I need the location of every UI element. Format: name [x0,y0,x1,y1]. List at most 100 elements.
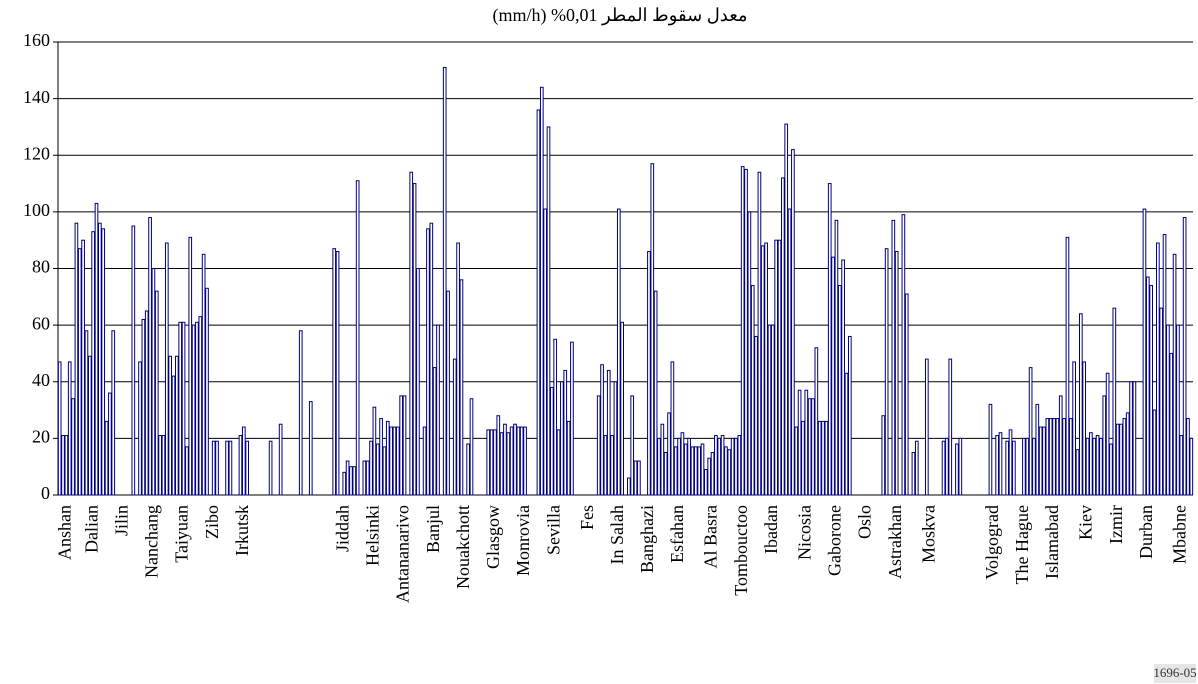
bar [613,381,618,496]
bar [1182,217,1187,496]
bar [670,361,675,496]
bar [1042,426,1046,496]
bar [429,222,434,496]
bar [690,446,695,496]
bar [740,166,745,496]
bar [1152,409,1157,496]
bar [94,202,99,496]
x-tick-label: Irkutsk [232,505,252,556]
bar [188,236,193,496]
y-tick-label: 80 [32,257,50,277]
bar [941,440,946,496]
bar [1072,361,1076,496]
bar [837,284,842,496]
bar [362,460,367,496]
bar [737,435,742,496]
bar [148,217,152,496]
bar [459,279,464,496]
bar [1005,440,1010,496]
x-tick-label: Monrovia [513,505,533,576]
bar [91,231,95,496]
bar [308,401,313,496]
bar [1179,435,1184,496]
bar [456,242,460,496]
bar [804,389,809,496]
bar [1045,418,1050,496]
bar [349,466,353,496]
bar [1142,208,1147,496]
x-tick-label: Zibo [202,505,222,539]
bar [268,440,273,496]
bar [998,432,1003,496]
bar [108,392,112,496]
bar [924,358,929,496]
bar [539,86,544,496]
bar [1055,418,1060,496]
bar [1089,432,1093,496]
x-tick-label: Nouakchott [453,505,473,589]
bar [650,163,655,496]
bar [1156,242,1160,496]
bar [744,168,748,496]
bar [1189,437,1194,496]
bar [205,287,209,496]
bar [693,446,698,496]
bar [945,437,949,496]
bar [801,420,805,496]
bar [821,420,825,496]
x-tick-label: Glasgow [483,505,503,569]
bar [958,437,963,496]
bar [1129,381,1133,496]
bar [1172,253,1177,496]
bar [774,239,779,496]
bar [335,251,340,496]
bar [627,477,631,496]
bar [141,318,146,496]
bar [225,440,229,496]
bar [416,268,420,496]
x-tick-label: Moskva [918,505,938,563]
bar [523,426,527,496]
bar [677,437,681,496]
bar [469,398,474,496]
bar [566,420,571,496]
bar [77,248,82,496]
x-tick-label: Mbabne [1169,505,1189,564]
bar [770,324,775,496]
bar [245,440,250,496]
bar [1075,449,1080,496]
bar [596,395,601,496]
bar [1095,435,1100,496]
bar [513,423,517,496]
bar [342,471,347,496]
bar [1176,324,1180,496]
x-tick-label: Nicosia [794,505,814,560]
bar [841,259,845,496]
bar [74,222,79,496]
bar [767,324,772,496]
bar [844,372,849,496]
bar [422,426,427,496]
bar [1115,423,1120,496]
bar [600,364,604,496]
bar [606,369,611,496]
bar [154,290,159,496]
bar [1132,381,1137,496]
bar [1082,361,1087,496]
x-tick-label: Gaborone [825,505,845,576]
bar [1159,307,1164,496]
bar [138,361,142,496]
bar [332,248,337,496]
bar [881,415,886,496]
bar [486,429,491,496]
bar [673,446,678,496]
bar [764,242,768,496]
y-tick-label: 40 [32,370,50,390]
x-tick-label: Helsinki [363,505,383,566]
bar [392,426,397,496]
bar [811,398,815,496]
bar [620,321,624,496]
bar [647,251,651,496]
bar [603,435,608,496]
